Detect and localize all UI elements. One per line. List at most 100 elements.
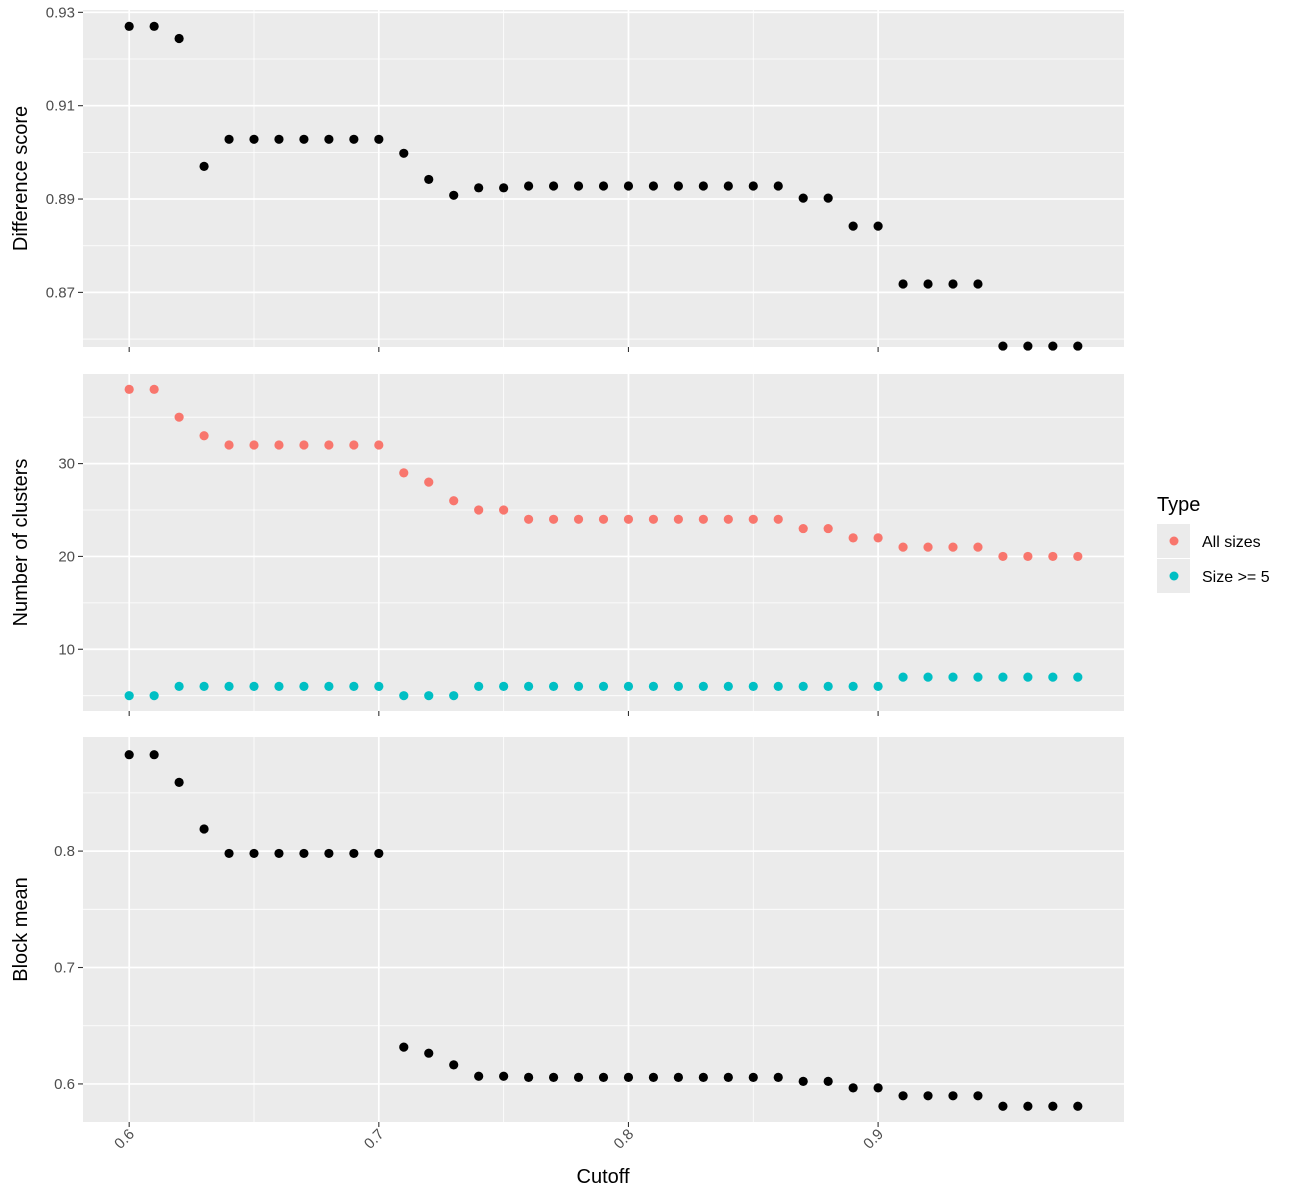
data-point-difference-score	[923, 279, 933, 289]
data-point-size-5	[1023, 672, 1033, 682]
panel-difference-score: 0.87 0.89 0.91 0.93 Difference score	[10, 4, 1124, 352]
data-point-all-sizes	[449, 496, 459, 506]
data-point-difference-score	[424, 174, 434, 185]
data-point-difference-score	[798, 193, 808, 203]
data-point-difference-score	[249, 134, 259, 144]
data-point-size-5	[249, 681, 259, 691]
data-point-difference-score	[524, 181, 534, 191]
y-axis-title-block-mean: Block mean	[10, 877, 32, 982]
y-tick-label: 0.6	[54, 1076, 75, 1093]
data-point-block-mean	[598, 1072, 609, 1083]
data-point-difference-score	[299, 134, 309, 144]
data-point-block-mean	[149, 750, 159, 760]
data-point-difference-score	[499, 183, 509, 193]
data-point-block-mean	[623, 1072, 634, 1083]
data-point-block-mean	[948, 1091, 958, 1101]
data-point-block-mean	[548, 1072, 559, 1083]
data-point-difference-score	[124, 21, 134, 31]
data-point-block-mean	[773, 1072, 783, 1083]
data-point-difference-score	[848, 221, 858, 231]
data-point-size-5	[524, 681, 534, 691]
data-point-all-sizes	[848, 533, 858, 543]
data-point-all-sizes	[798, 523, 808, 534]
legend-title: Type	[1157, 494, 1200, 516]
data-point-block-mean	[349, 848, 359, 859]
data-point-difference-score	[349, 134, 359, 144]
data-point-all-sizes	[948, 542, 958, 552]
data-point-all-sizes	[1023, 551, 1033, 562]
data-point-difference-score	[399, 148, 409, 158]
data-point-size-5	[124, 691, 134, 701]
data-point-size-5	[374, 681, 384, 691]
y-tick-label: 0.8	[54, 843, 75, 860]
y-tick-label: 0.91	[46, 98, 75, 115]
data-point-difference-score	[199, 161, 209, 171]
data-point-all-sizes	[324, 440, 334, 450]
data-point-block-mean	[973, 1091, 983, 1101]
panel-block-mean: 0.6 0.7 0.8 Block mean	[10, 737, 1124, 1127]
x-tick-label: 0.9	[860, 1126, 887, 1153]
legend-label-all-sizes: All sizes	[1202, 534, 1261, 551]
data-point-difference-score	[773, 181, 783, 191]
y-tick-label: 30	[58, 456, 75, 473]
data-point-all-sizes	[249, 440, 259, 450]
data-point-block-mean	[274, 848, 284, 859]
data-point-block-mean	[798, 1076, 808, 1086]
x-axis-title: Cutoff	[577, 1166, 630, 1188]
data-point-block-mean	[998, 1101, 1008, 1111]
data-point-difference-score	[548, 181, 559, 191]
data-point-all-sizes	[998, 551, 1008, 562]
data-point-block-mean	[1048, 1101, 1058, 1111]
data-point-difference-score	[149, 21, 159, 31]
data-point-size-5	[149, 691, 159, 701]
x-tick-label: 0.6	[111, 1126, 138, 1153]
x-tick-label: 0.7	[361, 1126, 388, 1153]
data-point-size-5	[998, 672, 1008, 682]
panel-background	[83, 10, 1124, 347]
data-point-difference-score	[873, 221, 883, 231]
y-tick-label: 0.89	[46, 191, 75, 208]
x-tick-label: 0.8	[611, 1126, 638, 1153]
y-tick-label: 0.93	[46, 4, 75, 21]
data-point-difference-score	[324, 134, 334, 144]
data-point-size-5	[324, 681, 334, 691]
legend-key-all-sizes	[1169, 536, 1179, 546]
data-point-all-sizes	[873, 533, 883, 543]
data-point-all-sizes	[573, 514, 584, 524]
data-point-difference-score	[573, 181, 584, 191]
data-point-block-mean	[698, 1072, 708, 1083]
data-point-block-mean	[898, 1091, 908, 1101]
data-point-block-mean	[399, 1042, 409, 1052]
data-point-size-5	[174, 681, 184, 691]
data-point-size-5	[474, 681, 484, 691]
data-point-block-mean	[374, 848, 384, 859]
data-point-block-mean	[499, 1071, 509, 1081]
data-point-difference-score	[1023, 341, 1033, 351]
data-point-all-sizes	[1073, 551, 1083, 562]
data-point-difference-score	[1048, 341, 1058, 351]
data-point-size-5	[449, 691, 459, 701]
y-tick-label: 0.87	[46, 284, 75, 301]
data-point-difference-score	[474, 183, 484, 193]
data-point-block-mean	[573, 1072, 584, 1083]
data-point-size-5	[199, 681, 209, 691]
data-point-size-5	[898, 672, 908, 682]
data-point-difference-score	[449, 190, 459, 200]
data-point-size-5	[698, 681, 708, 691]
data-point-block-mean	[748, 1072, 758, 1083]
data-point-all-sizes	[149, 384, 159, 394]
data-point-all-sizes	[748, 514, 758, 524]
data-point-all-sizes	[773, 514, 783, 524]
data-point-all-sizes	[823, 523, 833, 534]
data-point-block-mean	[923, 1091, 933, 1101]
panel-number-of-clusters: 10 20 30 Number of clusters	[10, 374, 1124, 716]
data-point-block-mean	[199, 824, 209, 834]
data-point-difference-score	[948, 279, 958, 289]
data-point-size-5	[1048, 672, 1058, 682]
data-point-size-5	[823, 681, 833, 691]
data-point-block-mean	[174, 777, 184, 788]
data-point-block-mean	[524, 1072, 534, 1083]
data-point-size-5	[923, 672, 933, 682]
data-point-all-sizes	[399, 468, 409, 478]
